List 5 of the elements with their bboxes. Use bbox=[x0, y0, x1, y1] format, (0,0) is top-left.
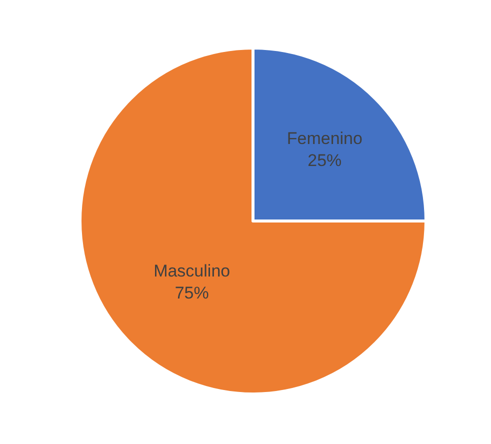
pie-slice bbox=[78, 46, 428, 396]
slice-label: Masculino bbox=[154, 262, 230, 281]
data-label: 25% bbox=[308, 150, 342, 170]
data-label: 75% bbox=[174, 284, 209, 303]
slice-label: Femenino bbox=[286, 128, 362, 148]
